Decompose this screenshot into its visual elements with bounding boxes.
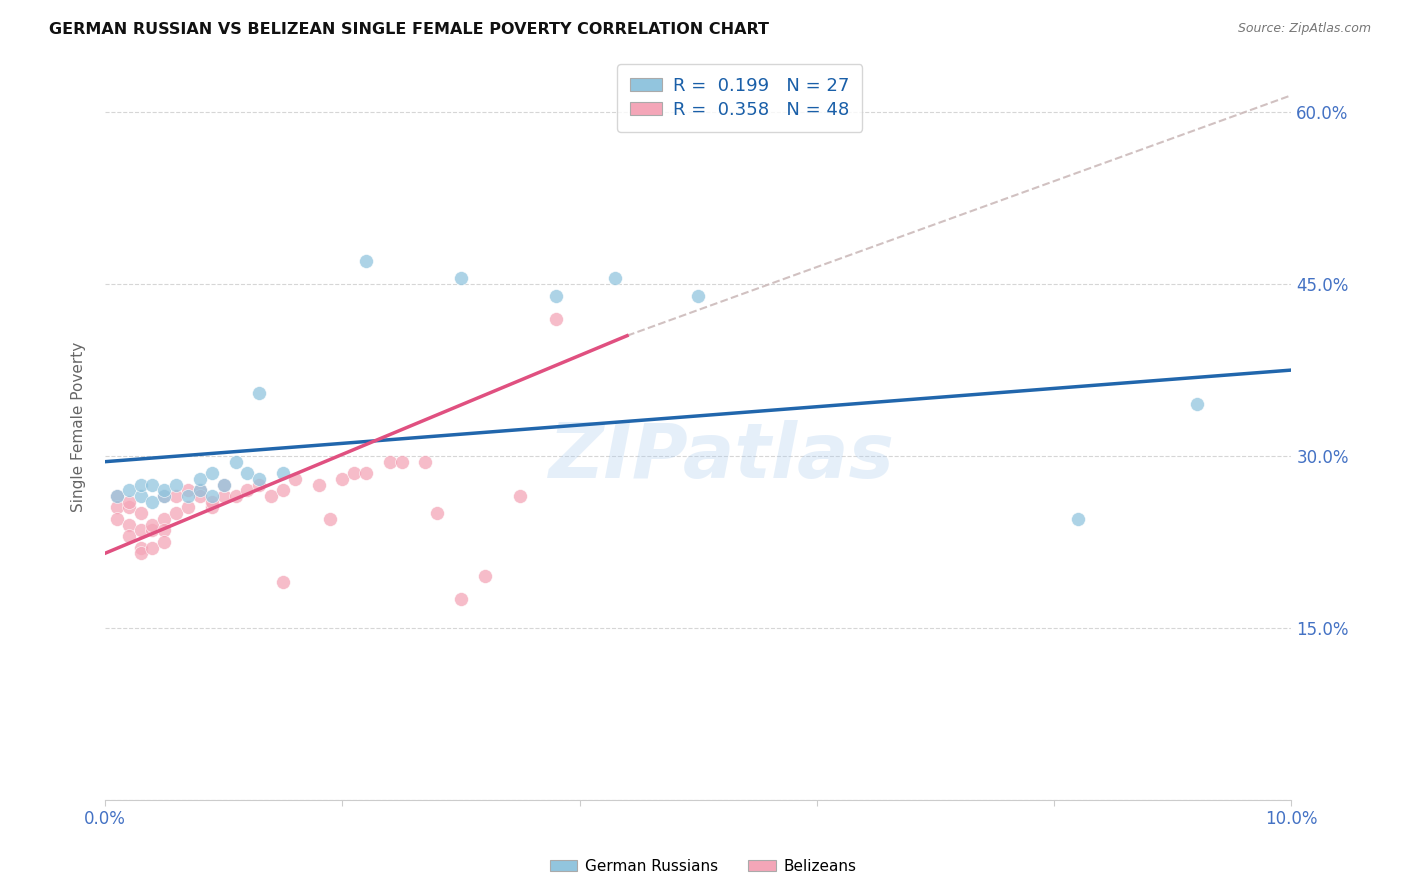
Point — [129, 506, 152, 520]
Point — [247, 386, 270, 401]
Point — [201, 466, 224, 480]
Point — [330, 472, 353, 486]
Point — [354, 466, 377, 480]
Point — [118, 500, 141, 515]
Point — [271, 466, 294, 480]
Point — [129, 546, 152, 560]
Point — [153, 489, 176, 503]
Point — [188, 489, 211, 503]
Point — [105, 489, 128, 503]
Point — [271, 574, 294, 589]
Point — [153, 512, 176, 526]
Point — [141, 524, 163, 538]
Point — [426, 506, 449, 520]
Point — [118, 495, 141, 509]
Point — [188, 472, 211, 486]
Point — [141, 541, 163, 555]
Point — [201, 500, 224, 515]
Point — [391, 455, 413, 469]
Point — [165, 477, 187, 491]
Point — [177, 489, 200, 503]
Point — [129, 524, 152, 538]
Point — [188, 483, 211, 498]
Y-axis label: Single Female Poverty: Single Female Poverty — [72, 343, 86, 513]
Point — [141, 517, 163, 532]
Point — [544, 288, 567, 302]
Point — [118, 483, 141, 498]
Point — [450, 592, 472, 607]
Point — [165, 506, 187, 520]
Point — [247, 472, 270, 486]
Point — [378, 455, 401, 469]
Point — [544, 311, 567, 326]
Legend: R =  0.199   N = 27, R =  0.358   N = 48: R = 0.199 N = 27, R = 0.358 N = 48 — [617, 64, 862, 132]
Point — [153, 534, 176, 549]
Point — [165, 489, 187, 503]
Point — [1185, 397, 1208, 411]
Point — [415, 455, 437, 469]
Point — [177, 483, 200, 498]
Point — [153, 524, 176, 538]
Point — [688, 288, 710, 302]
Point — [308, 477, 330, 491]
Point — [260, 489, 283, 503]
Point — [177, 500, 200, 515]
Point — [212, 477, 235, 491]
Point — [105, 512, 128, 526]
Point — [236, 483, 259, 498]
Point — [224, 455, 246, 469]
Point — [153, 489, 176, 503]
Point — [118, 529, 141, 543]
Point — [224, 489, 246, 503]
Point — [153, 483, 176, 498]
Point — [212, 489, 235, 503]
Point — [271, 483, 294, 498]
Point — [212, 477, 235, 491]
Point — [236, 466, 259, 480]
Point — [509, 489, 531, 503]
Text: ZIPatlas: ZIPatlas — [548, 420, 896, 494]
Point — [284, 472, 307, 486]
Point — [201, 489, 224, 503]
Point — [129, 489, 152, 503]
Point — [129, 541, 152, 555]
Point — [129, 477, 152, 491]
Point — [474, 569, 496, 583]
Point — [105, 489, 128, 503]
Point — [141, 495, 163, 509]
Point — [247, 477, 270, 491]
Point — [319, 512, 342, 526]
Point — [450, 271, 472, 285]
Point — [118, 517, 141, 532]
Point — [605, 271, 627, 285]
Point — [188, 483, 211, 498]
Point — [1067, 512, 1090, 526]
Point — [354, 254, 377, 268]
Text: Source: ZipAtlas.com: Source: ZipAtlas.com — [1237, 22, 1371, 36]
Point — [141, 477, 163, 491]
Point — [105, 500, 128, 515]
Point — [201, 495, 224, 509]
Legend: German Russians, Belizeans: German Russians, Belizeans — [543, 853, 863, 880]
Point — [343, 466, 366, 480]
Text: GERMAN RUSSIAN VS BELIZEAN SINGLE FEMALE POVERTY CORRELATION CHART: GERMAN RUSSIAN VS BELIZEAN SINGLE FEMALE… — [49, 22, 769, 37]
